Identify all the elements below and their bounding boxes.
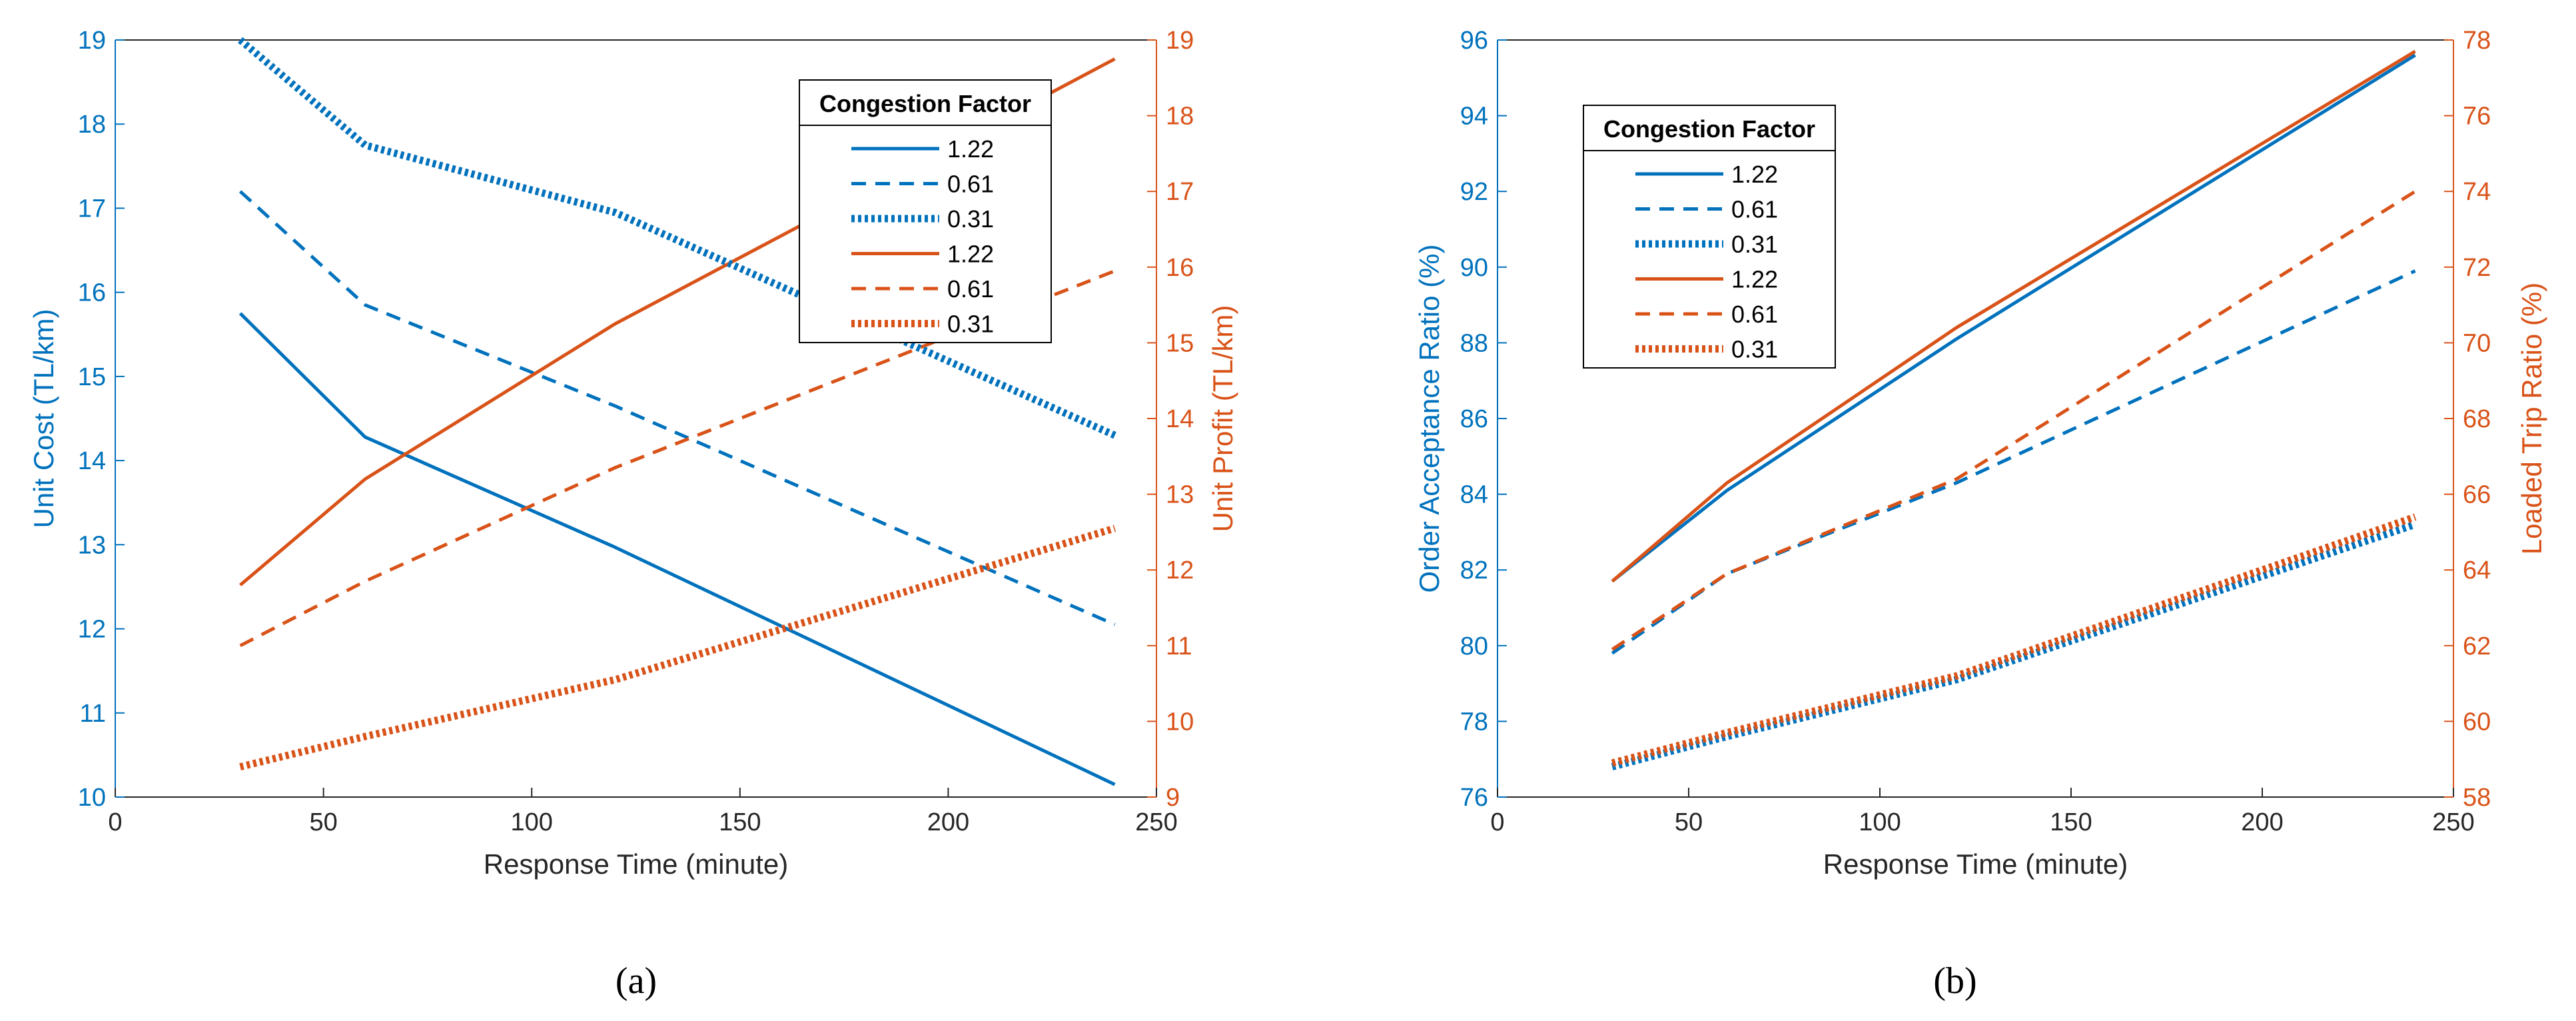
y-left-tick-label: 14 (78, 447, 106, 475)
series-line-right-1-22 (1611, 49, 2416, 583)
x-tick-label: 50 (309, 808, 337, 836)
y-left-tick-label: 92 (1460, 178, 1488, 206)
legend-label: 0.61 (1731, 301, 1778, 328)
legend-label: 1.22 (947, 135, 994, 163)
y-right-tick-label: 78 (2463, 27, 2491, 55)
chart-b: 0 50 100 150 200 250 76 78 80 82 84 86 88 90 92 94 96 58 6… (1414, 27, 2547, 880)
x-tick-label: 0 (108, 808, 122, 836)
y-left-tick-label: 90 (1460, 254, 1488, 282)
y-right-tick-label: 14 (1166, 405, 1194, 433)
y-right-tick-label: 19 (1166, 27, 1194, 55)
y-right-tick-label: 60 (2463, 708, 2491, 736)
y-axis-label-left: Unit Cost (TL/km) (28, 309, 59, 528)
y-left-tick-label: 11 (80, 700, 106, 728)
x-tick-label: 200 (2241, 808, 2283, 836)
legend-label: 0.61 (947, 275, 994, 303)
y-right-tick-label: 72 (2463, 254, 2491, 282)
y-right-tick-label: 13 (1166, 481, 1194, 509)
series-line-right-0-61 (239, 269, 1116, 648)
chart-a: 0 50 100 150 200 250 10 11 12 13 14 15 16 17 18 19 9 10 11… (28, 27, 1238, 880)
y-right-tick-label: 9 (1166, 784, 1180, 812)
legend-box (1583, 105, 1836, 369)
y-left-tick-label: 18 (78, 111, 106, 139)
y-left-tick-label: 16 (78, 279, 106, 307)
y-left-tick-label: 12 (78, 616, 106, 644)
y-left-tick-label: 78 (1460, 708, 1488, 736)
x-tick-label: 100 (510, 808, 552, 836)
legend-label: 1.22 (1731, 266, 1778, 293)
y-left-tick-label: 88 (1460, 329, 1488, 357)
y-left-tick-label: 13 (78, 531, 106, 559)
y-left-tick-label: 10 (78, 784, 106, 812)
y-right-tick-label: 76 (2463, 103, 2491, 131)
x-tick-label: 200 (927, 808, 969, 836)
legend-title: Congestion Factor (1603, 115, 1815, 143)
y-right-tick-label: 11 (1166, 632, 1192, 660)
legend-label: 0.31 (1731, 231, 1778, 258)
x-tick-label: 150 (2050, 808, 2092, 836)
y-left-tick-label: 80 (1460, 632, 1488, 660)
x-tick-label: 250 (2432, 808, 2474, 836)
y-left-tick-label: 82 (1460, 556, 1488, 584)
y-left-tick-label: 17 (78, 195, 106, 223)
y-right-tick-label: 17 (1166, 178, 1194, 206)
y-left-tick-label: 15 (78, 363, 106, 391)
y-left-tick-label: 86 (1460, 405, 1488, 433)
y-left-tick-label: 76 (1460, 784, 1488, 812)
series-line-right-0-31 (1611, 513, 2417, 767)
y-axis-label-right: Unit Profit (TL/km) (1207, 305, 1238, 532)
y-right-tick-label: 62 (2463, 632, 2491, 660)
legend-title: Congestion Factor (819, 90, 1031, 117)
series-line-left-0-61 (238, 190, 1116, 626)
caption-b: (b) (1933, 960, 1976, 1002)
y-right-tick-label: 12 (1166, 556, 1194, 584)
legend-box (799, 79, 1052, 343)
x-tick-label: 50 (1675, 808, 1703, 836)
y-right-tick-label: 64 (2463, 556, 2491, 584)
y-right-tick-label: 68 (2463, 405, 2491, 433)
x-tick-label: 0 (1490, 808, 1504, 836)
x-tick-label: 150 (719, 808, 761, 836)
x-tick-label: 250 (1135, 808, 1177, 836)
series-line-left-1-22 (238, 312, 1116, 786)
y-left-tick-label: 19 (78, 27, 106, 55)
y-right-tick-label: 10 (1166, 708, 1194, 736)
y-right-tick-label: 16 (1166, 254, 1194, 282)
x-tick-label: 100 (1859, 808, 1901, 836)
series-line-left-1-22 (1611, 53, 2416, 583)
y-axis-label-right: Loaded Trip Ratio (%) (2516, 283, 2547, 555)
series-line-left-0-31 (1611, 520, 2417, 770)
legend-label: 0.31 (947, 205, 994, 233)
y-right-tick-label: 18 (1166, 103, 1194, 131)
y-right-tick-label: 74 (2463, 178, 2491, 206)
series-line-right-0-61 (1611, 190, 2416, 651)
y-right-tick-label: 58 (2463, 784, 2491, 812)
y-right-tick-label: 70 (2463, 329, 2491, 357)
legend-label: 0.31 (947, 311, 994, 338)
y-left-tick-label: 84 (1460, 481, 1488, 509)
x-axis-label: Response Time (minute) (484, 848, 789, 880)
y-axis-label-left: Order Acceptance Ratio (%) (1414, 245, 1445, 593)
y-left-tick-label: 94 (1460, 103, 1488, 131)
caption-a: (a) (616, 960, 657, 1002)
legend-label: 0.61 (1731, 196, 1778, 223)
series-line-right-0-31 (239, 524, 1116, 770)
y-right-tick-label: 66 (2463, 481, 2491, 509)
legend-label: 1.22 (947, 241, 994, 268)
legend-label: 0.61 (947, 171, 994, 198)
y-right-tick-label: 15 (1166, 329, 1194, 357)
legend-label: 0.31 (1731, 336, 1778, 363)
x-axis-label: Response Time (minute) (1823, 848, 2128, 880)
y-left-tick-label: 96 (1460, 27, 1488, 55)
legend-label: 1.22 (1731, 161, 1778, 188)
